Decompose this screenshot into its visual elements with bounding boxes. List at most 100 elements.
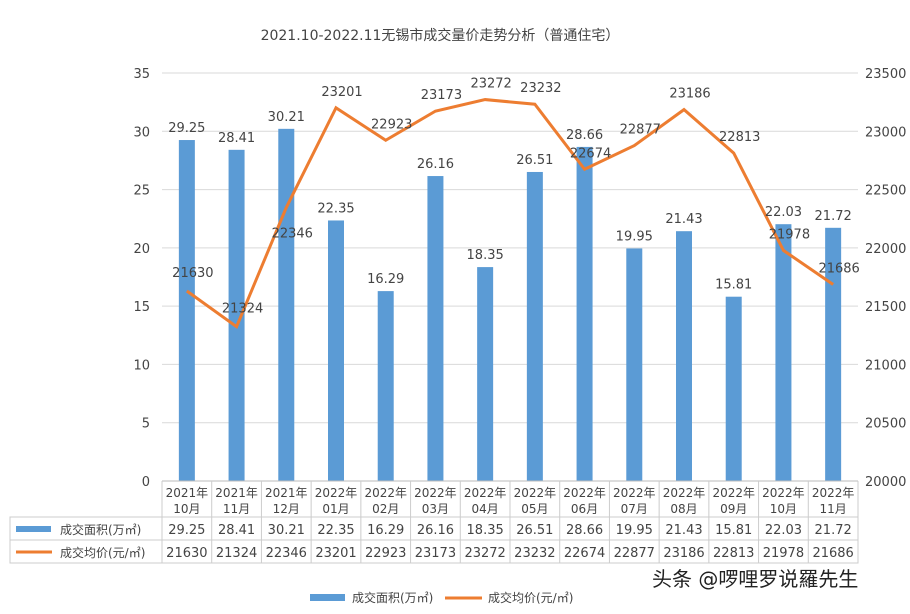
- bar-label: 26.16: [417, 157, 454, 172]
- legend-bar-key: [310, 594, 345, 601]
- table-cell: 22346: [266, 546, 307, 561]
- y-right-tick: 20000: [865, 475, 906, 490]
- y-left-tick: 10: [133, 358, 150, 373]
- table-cell: 19.95: [616, 523, 653, 538]
- table-cell: 23186: [663, 546, 704, 561]
- bar: [377, 291, 394, 481]
- bar: [278, 128, 295, 481]
- legend-bar-label: 成交面积(万㎡): [352, 590, 433, 605]
- y-right-tick: 22000: [865, 242, 906, 257]
- bar-label: 28.41: [218, 131, 255, 146]
- table-cell: 22.03: [765, 523, 802, 538]
- x-tick-month: 12月: [273, 502, 300, 516]
- x-tick-year: 2022年: [563, 486, 606, 500]
- bar-label: 21.43: [665, 212, 702, 227]
- bar: [626, 248, 643, 481]
- bar: [328, 220, 344, 481]
- x-tick-month: 06月: [571, 502, 598, 516]
- bar: [775, 224, 792, 481]
- table-cell: 30.21: [268, 523, 305, 538]
- x-tick-month: 02月: [372, 502, 399, 516]
- table-row-label: 成交均价(元/㎡): [60, 545, 145, 560]
- x-tick-year: 2021年: [265, 486, 308, 500]
- x-tick-month: 04月: [472, 502, 499, 516]
- y-right-tick: 20500: [865, 417, 906, 432]
- bar-label: 29.25: [168, 121, 205, 136]
- x-tick-month: 03月: [422, 502, 449, 516]
- x-tick-month: 08月: [670, 502, 697, 516]
- x-tick-month: 07月: [621, 502, 648, 516]
- x-tick-month: 01月: [322, 502, 349, 516]
- bar-label: 19.95: [616, 229, 653, 244]
- bar: [725, 296, 742, 481]
- bar: [526, 171, 543, 481]
- table-cell: 22674: [564, 546, 605, 561]
- y-left-tick: 0: [142, 475, 150, 490]
- x-tick-year: 2022年: [663, 486, 706, 500]
- y-right-tick: 23000: [865, 125, 906, 140]
- line-label: 21686: [818, 261, 859, 276]
- line-label: 22877: [620, 123, 661, 138]
- x-tick-year: 2021年: [166, 486, 209, 500]
- y-left-tick: 20: [133, 242, 150, 257]
- line-label: 21978: [769, 227, 810, 242]
- line-label: 23232: [520, 81, 561, 96]
- table-cell: 18.35: [467, 523, 504, 538]
- y-right-tick: 23500: [865, 67, 906, 82]
- table-cell: 26.51: [516, 523, 553, 538]
- x-tick-year: 2022年: [514, 486, 557, 500]
- table-cell: 26.16: [417, 523, 454, 538]
- bar-label: 22.03: [765, 205, 802, 220]
- line-label: 23173: [421, 88, 462, 103]
- table-cell: 28.41: [218, 523, 255, 538]
- bar: [825, 227, 842, 481]
- line-label: 22346: [272, 227, 313, 242]
- bar: [576, 146, 593, 481]
- watermark: 头条 @啰哩罗说羅先生: [652, 567, 859, 591]
- table-cell: 22813: [713, 546, 754, 561]
- table-cell: 23173: [415, 546, 456, 561]
- y-left-tick: 35: [133, 67, 150, 82]
- x-tick-year: 2022年: [613, 486, 656, 500]
- line-label: 21630: [172, 266, 213, 281]
- bar: [228, 149, 245, 482]
- bar: [427, 176, 444, 482]
- x-tick-month: 09月: [720, 502, 747, 516]
- bar-label: 28.66: [566, 128, 603, 143]
- table-key-bar: [16, 526, 51, 532]
- line-label: 23272: [470, 77, 511, 92]
- bar-label: 16.29: [367, 272, 404, 287]
- table-cell: 21686: [812, 546, 853, 561]
- bar-label: 26.51: [516, 153, 553, 168]
- x-tick-year: 2022年: [464, 486, 507, 500]
- x-tick-month: 05月: [521, 502, 548, 516]
- bar-label: 18.35: [467, 248, 504, 263]
- y-left-tick: 25: [133, 184, 150, 199]
- line-label: 22813: [719, 130, 760, 145]
- bar-label: 15.81: [715, 278, 752, 293]
- bar: [178, 140, 195, 481]
- table-cell: 15.81: [715, 523, 752, 538]
- x-tick-year: 2022年: [812, 486, 855, 500]
- x-tick-month: 11月: [820, 502, 847, 516]
- x-tick-year: 2022年: [712, 486, 755, 500]
- table-cell: 23201: [315, 546, 356, 561]
- table-cell: 28.66: [566, 523, 603, 538]
- y-left-tick: 15: [133, 300, 150, 315]
- table-cell: 21630: [166, 546, 207, 561]
- x-tick-year: 2022年: [762, 486, 805, 500]
- line-label: 23186: [669, 87, 710, 102]
- table-cell: 29.25: [168, 523, 205, 538]
- bar: [676, 231, 692, 481]
- bar-label: 21.72: [815, 209, 852, 224]
- table-cell: 16.29: [367, 523, 404, 538]
- bar-label: 30.21: [268, 110, 305, 125]
- x-tick-month: 11月: [223, 502, 250, 516]
- x-tick-year: 2022年: [315, 486, 358, 500]
- table-cell: 22877: [614, 546, 655, 561]
- table-cell: 21.72: [815, 523, 852, 538]
- bar: [477, 267, 494, 481]
- x-tick-year: 2022年: [414, 486, 457, 500]
- x-tick-month: 10月: [770, 502, 797, 516]
